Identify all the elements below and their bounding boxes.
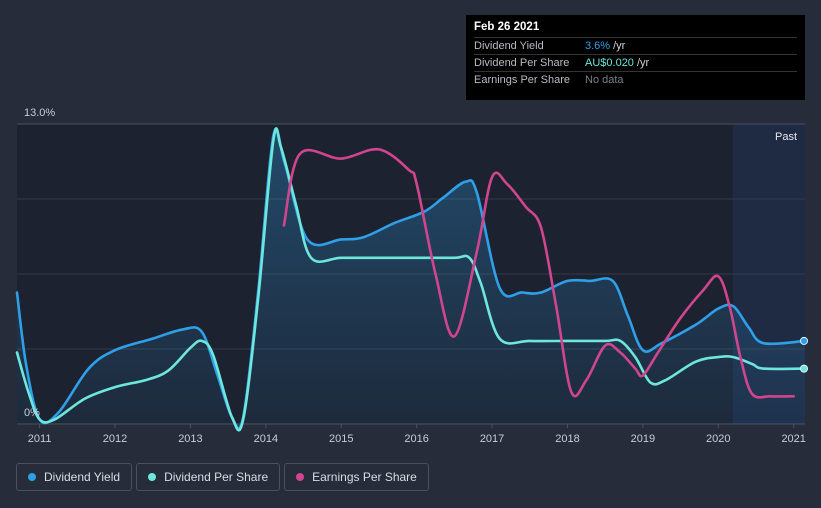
legend-label: Earnings Per Share [312,470,417,484]
series-line-dividend-per-share [15,127,807,432]
legend-dividend-yield[interactable]: Dividend Yield [16,463,133,491]
x-tick-label: 2016 [404,433,428,445]
tooltip-panel: Feb 26 2021 Dividend Yield 3.6% /yr Divi… [466,15,805,100]
tooltip-value: No data [585,74,624,86]
series-line-dividend-yield [15,127,807,430]
legend-earnings-per-share[interactable]: Earnings Per Share [284,463,429,491]
tooltip-unit: /yr [636,57,650,69]
x-tick-label: 2012 [103,433,127,445]
tooltip-value: AU$0.020 [585,57,634,69]
x-tick-label: 2015 [329,433,353,445]
y-axis-min-label: 0% [24,407,40,419]
legend-marker-icon [148,473,157,481]
past-label: Past [775,131,797,143]
series-end-marker-dividend-yield [800,336,809,345]
legend-marker-icon [28,473,36,481]
x-tick-label: 2019 [631,433,655,445]
tooltip-row-dividend-per-share: Dividend Per Share AU$0.020 /yr [474,54,797,71]
y-axis-max-label: 13.0% [24,107,55,119]
x-tick-label: 2020 [706,433,730,445]
tooltip-row-earnings-per-share: Earnings Per Share No data [474,71,797,88]
x-tick-label: 2014 [254,433,278,445]
x-tick-label: 2013 [178,433,202,445]
tooltip-value: 3.6% [585,40,611,52]
tooltip-unit: /yr [613,40,626,52]
series-line-earnings-per-share [282,147,795,399]
legend-label: Dividend Per Share [164,470,269,484]
series-area-dividend-yield [17,128,805,429]
x-tick-label: 2021 [781,433,805,445]
legend-marker-icon [296,473,305,481]
tooltip-row-dividend-yield: Dividend Yield 3.6% /yr [474,37,797,54]
series-end-marker-dividend-per-share [800,364,809,373]
tooltip-date: Feb 26 2021 [474,21,540,33]
legend-label: Dividend Yield [44,470,121,484]
x-tick-label: 2017 [480,433,504,445]
x-tick-label: 2011 [28,433,52,445]
x-tick-label: 2018 [555,433,579,445]
legend-dividend-per-share[interactable]: Dividend Per Share [136,463,281,491]
chart-legend: Dividend Yield Dividend Per Share Earnin… [16,463,429,491]
tooltip-label: Dividend Per Share [474,57,570,69]
tooltip-label: Dividend Yield [474,40,544,52]
tooltip-label: Earnings Per Share [474,74,570,86]
